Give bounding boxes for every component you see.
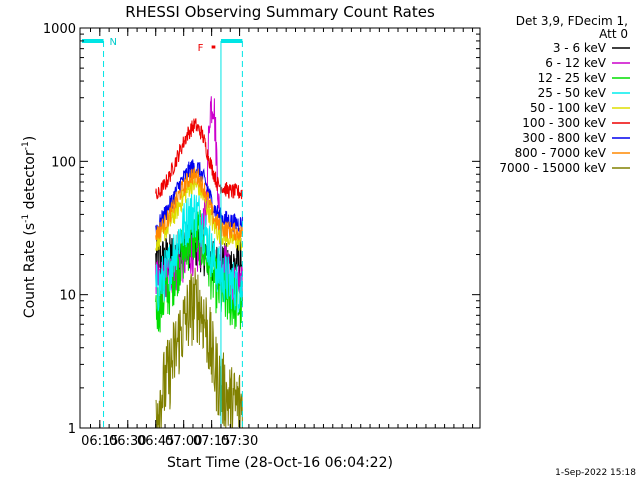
series-line-8: [155, 167, 243, 241]
y-axis-label-mid: detector: [22, 150, 38, 214]
y-tick-label: 10: [59, 289, 76, 304]
night-label: N: [110, 37, 117, 48]
legend-label-1: 3 - 6 keV: [553, 41, 607, 55]
y-tick-label: 1000: [43, 22, 76, 37]
legend-label-5: 50 - 100 keV: [530, 101, 607, 115]
x-tick-label: 07:30: [221, 434, 258, 449]
x-tick-label: 06:30: [109, 434, 146, 449]
chart-title: RHESSI Observing Summary Count Rates: [125, 3, 435, 21]
series-line-6: [155, 118, 243, 200]
legend-label-2: 6 - 12 keV: [545, 56, 607, 70]
x-tick-label: 07:15: [193, 434, 230, 449]
footer-timestamp: 1-Sep-2022 15:18: [555, 468, 636, 478]
y-tick-label: 100: [51, 155, 76, 170]
y-axis-label-sup2: -1: [21, 141, 31, 150]
y-axis-label-end: ): [22, 136, 38, 141]
legend-label-8: 800 - 7000 keV: [515, 146, 607, 160]
y-axis-label: Count Rate (s-1 detector-1): [21, 136, 38, 318]
x-axis-label: Start Time (28-Oct-16 06:04:22): [167, 455, 393, 471]
x-tick-label: 07:00: [165, 434, 202, 449]
y-axis-label-main: Count Rate (s: [22, 223, 38, 318]
x-tick-label: 06:15: [81, 434, 118, 449]
legend-label-6: 100 - 300 keV: [522, 116, 606, 130]
y-axis-label-sup1: -1: [21, 214, 31, 223]
series-line-9: [155, 267, 243, 429]
legend-label-7: 300 - 800 keV: [522, 131, 606, 145]
legend-label-9: 7000 - 15000 keV: [499, 161, 606, 175]
legend-label-3: 12 - 25 keV: [538, 71, 607, 85]
legend-header-2: Att 0: [599, 27, 628, 41]
series-line-7: [155, 159, 243, 235]
y-tick-label: 1: [68, 422, 76, 437]
flare-label: F: [198, 43, 204, 54]
legend-header-1: Det 3,9, FDecim 1,: [516, 14, 628, 28]
legend-label-4: 25 - 50 keV: [538, 86, 607, 100]
status-annotations: NF: [82, 37, 243, 428]
plot-area: [155, 96, 243, 429]
plot-frame: [79, 27, 481, 429]
x-tick-label: 06:45: [137, 434, 174, 449]
